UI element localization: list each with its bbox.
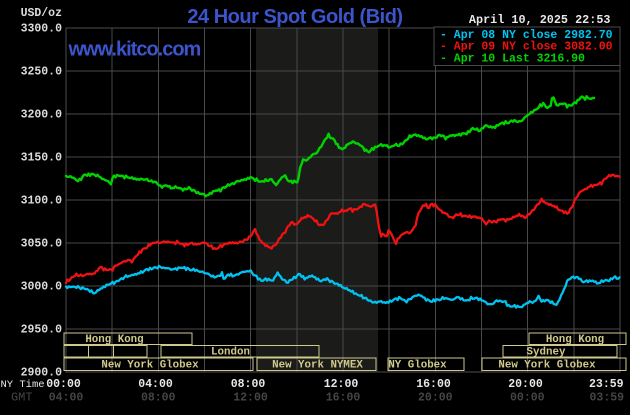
svg-text:NY Time: NY Time <box>0 379 44 391</box>
svg-text:Sydney: Sydney <box>527 347 566 359</box>
svg-text:Hong Kong: Hong Kong <box>546 334 604 346</box>
svg-text:GMT: GMT <box>11 391 33 405</box>
svg-text:3100.0: 3100.0 <box>21 195 63 208</box>
svg-text:04:00: 04:00 <box>138 378 173 391</box>
svg-text:03:59: 03:59 <box>590 392 625 405</box>
svg-text:12:00: 12:00 <box>233 392 268 405</box>
svg-text:London: London <box>211 347 250 359</box>
svg-text:20:00: 20:00 <box>418 392 453 405</box>
svg-text:USD/oz: USD/oz <box>21 7 63 20</box>
svg-text:NY Globex: NY Globex <box>388 360 447 372</box>
svg-text:00:00: 00:00 <box>46 378 81 391</box>
svg-text:00:00: 00:00 <box>510 392 545 405</box>
svg-text:24 Hour Spot Gold (Bid): 24 Hour Spot Gold (Bid) <box>187 6 402 28</box>
svg-text:04:00: 04:00 <box>49 392 84 405</box>
svg-text:3050.0: 3050.0 <box>21 238 63 251</box>
svg-text:23:59: 23:59 <box>589 378 624 391</box>
svg-text:New York Globex: New York Globex <box>498 360 596 372</box>
svg-text:2950.0: 2950.0 <box>21 324 63 337</box>
svg-text:20:00: 20:00 <box>508 378 543 391</box>
svg-text:3200.0: 3200.0 <box>21 109 63 122</box>
svg-text:www.kitco.com: www.kitco.com <box>68 39 201 61</box>
svg-text:Hong Kong: Hong Kong <box>85 334 143 346</box>
svg-text:- Apr 10 Last 3216.90: - Apr 10 Last 3216.90 <box>440 52 585 65</box>
svg-text:3300.0: 3300.0 <box>21 23 63 36</box>
svg-text:2900.0: 2900.0 <box>21 367 63 380</box>
svg-text:- Apr 09 NY close 3082.00: - Apr 09 NY close 3082.00 <box>440 41 613 54</box>
svg-text:New York NYMEX: New York NYMEX <box>272 360 363 372</box>
svg-text:16:00: 16:00 <box>416 378 451 391</box>
svg-text:New York Globex: New York Globex <box>101 360 199 372</box>
svg-text:16:00: 16:00 <box>326 392 361 405</box>
svg-text:3250.0: 3250.0 <box>21 66 63 79</box>
svg-text:- Apr 08 NY close 2982.70: - Apr 08 NY close 2982.70 <box>440 29 613 42</box>
svg-text:3000.0: 3000.0 <box>21 281 63 294</box>
svg-text:April 10, 2025 22:53: April 10, 2025 22:53 <box>469 13 611 27</box>
svg-text:08:00: 08:00 <box>141 392 176 405</box>
svg-text:08:00: 08:00 <box>231 378 266 391</box>
svg-text:12:00: 12:00 <box>324 378 359 391</box>
svg-text:3150.0: 3150.0 <box>21 152 63 165</box>
